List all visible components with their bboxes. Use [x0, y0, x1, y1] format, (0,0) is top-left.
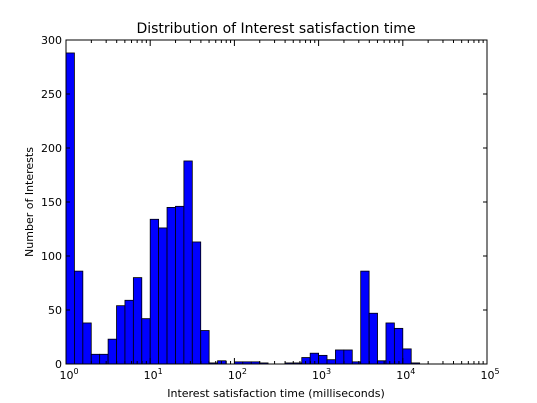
y-tick-label: 200	[41, 142, 62, 155]
histogram-bar	[124, 299, 134, 365]
histogram-bar	[175, 205, 185, 365]
histogram-bar	[393, 327, 404, 365]
x-tick-label: 103	[312, 367, 331, 382]
histogram-bar	[191, 241, 202, 365]
histogram-bar	[99, 353, 109, 365]
histogram-bar	[335, 349, 345, 365]
x-tick-label: 104	[396, 367, 415, 382]
y-tick-label: 150	[41, 196, 62, 209]
histogram-bar	[116, 305, 126, 365]
histogram-bar	[368, 312, 378, 365]
histogram-bar	[360, 270, 370, 365]
y-tick-label: 50	[48, 304, 62, 317]
x-tick-label: 105	[480, 367, 499, 382]
histogram-bar	[107, 338, 117, 365]
histogram-bar	[385, 322, 395, 365]
y-tick-label: 300	[41, 34, 62, 47]
y-axis-label: Number of Interests	[23, 147, 36, 257]
histogram-bar	[402, 348, 412, 365]
histogram-bar	[343, 349, 353, 365]
histogram-bar	[158, 227, 168, 365]
x-tick-label: 102	[228, 367, 247, 382]
histogram-bar	[183, 160, 193, 365]
histogram-bar	[318, 354, 328, 365]
histogram-bar	[74, 270, 84, 365]
y-tick-label: 100	[41, 250, 62, 263]
histogram-bar	[141, 318, 151, 365]
histogram-bar	[200, 330, 210, 365]
histogram-bar	[166, 206, 176, 365]
x-tick-label: 101	[144, 367, 163, 382]
histogram-bar	[326, 359, 336, 365]
x-tick-label: 100	[59, 367, 78, 382]
chart-title: Distribution of Interest satisfaction ti…	[136, 21, 415, 37]
x-axis-label: Interest satisfaction time (milliseconds…	[167, 387, 385, 400]
histogram-bar	[132, 277, 143, 365]
y-tick-label: 0	[55, 358, 62, 371]
histogram-bar	[90, 353, 101, 365]
histogram-bar	[149, 218, 160, 365]
y-tick-label: 250	[41, 88, 62, 101]
histogram-bar	[82, 322, 92, 365]
histogram-bar	[65, 52, 75, 365]
ticks-group: 0 50 100 150 200 250 300 100 101 102 103 104 105	[41, 34, 500, 382]
